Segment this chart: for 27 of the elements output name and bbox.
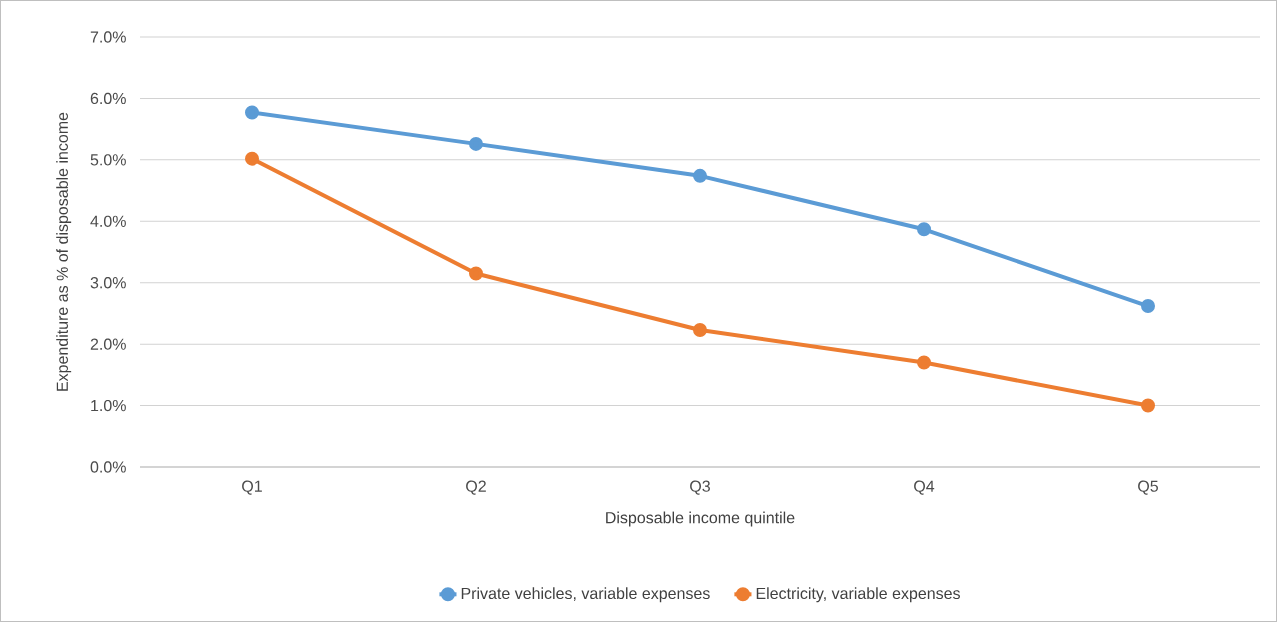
x-tick-label: Q1 — [242, 480, 262, 495]
y-tick-label: 2.0% — [90, 338, 126, 350]
point — [917, 355, 931, 370]
point — [469, 266, 483, 281]
y-tick-label: 5.0% — [90, 154, 126, 166]
point — [917, 222, 931, 237]
point — [245, 105, 260, 120]
y-tick-label: 3.0% — [90, 277, 126, 289]
x-tick-label: Q3 — [690, 480, 710, 495]
x-tick-label: Q4 — [914, 480, 935, 495]
point — [693, 323, 707, 338]
point — [245, 151, 260, 166]
y-tick-label: 7.0% — [90, 31, 126, 43]
y-tick-label: 0.0% — [90, 461, 126, 473]
point — [693, 168, 707, 183]
legend-label: Private vehicles, variable expenses — [461, 587, 710, 603]
x-tick-label: Q2 — [466, 480, 486, 495]
point — [469, 136, 483, 151]
legend-label: Electricity, variable expenses — [756, 587, 960, 603]
x-axis-title: Disposable income quintile — [606, 511, 795, 527]
y-tick-label: 1.0% — [91, 399, 126, 412]
x-tick-label: Q5 — [1138, 480, 1158, 495]
y-tick-label: 4.0% — [90, 215, 126, 227]
point — [1141, 398, 1156, 413]
point — [1141, 299, 1156, 314]
y-axis-title: Expenditure as % of disposable income — [56, 112, 72, 391]
y-tick-label: 6.0% — [90, 92, 126, 105]
